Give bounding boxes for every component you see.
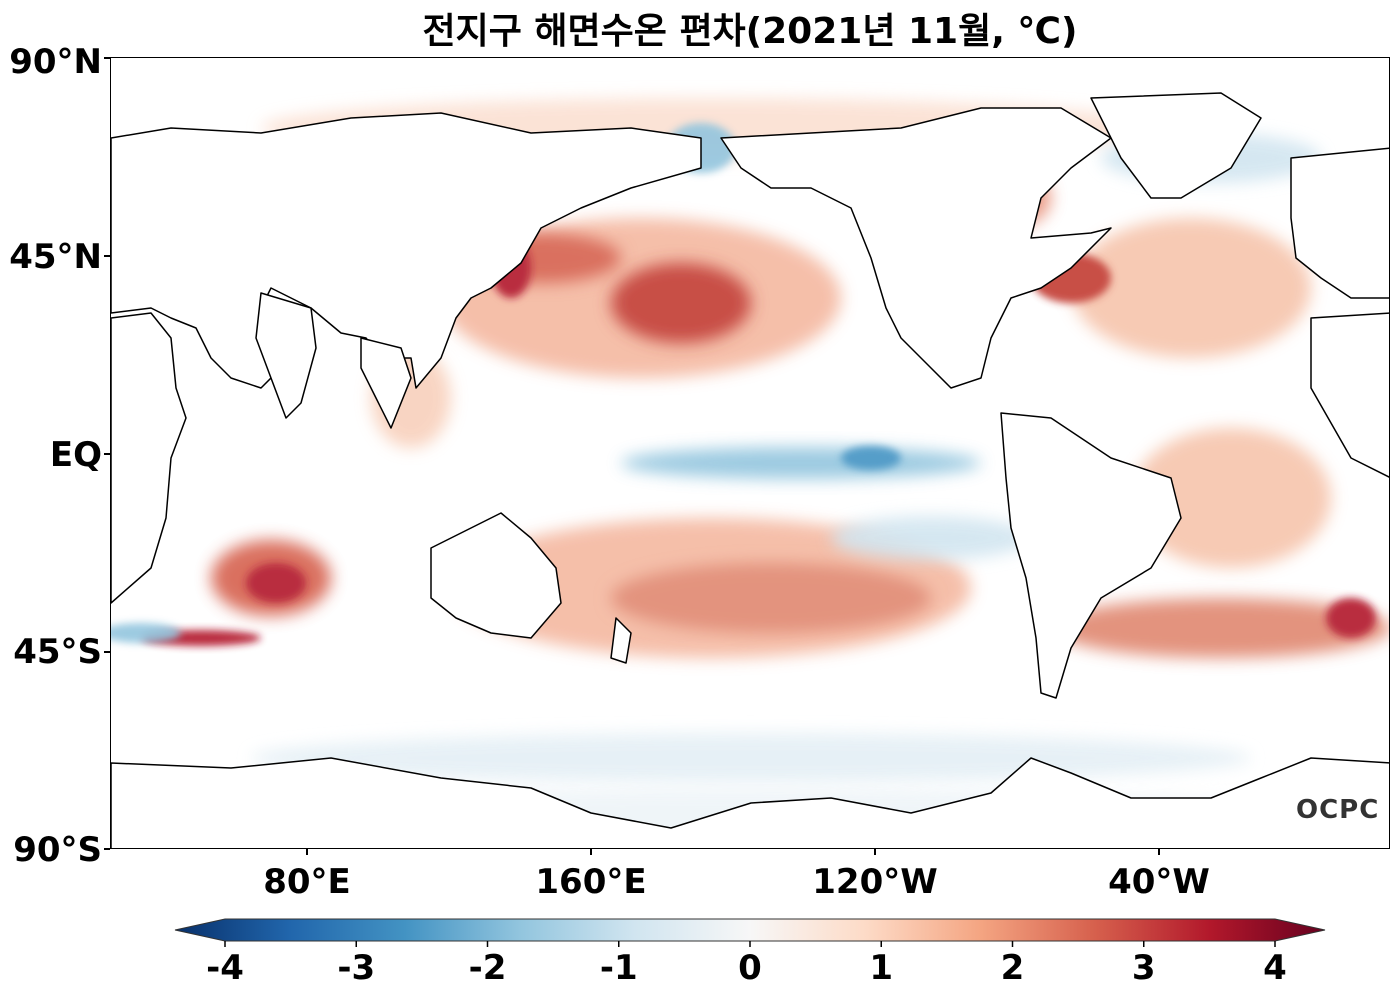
lat-tick <box>104 651 110 653</box>
lat-label-45n: 45°N <box>9 237 102 277</box>
colorbar-bar <box>174 918 1326 942</box>
colorbar-tick-label: -1 <box>599 948 638 988</box>
lon-label-80e: 80°E <box>263 862 351 902</box>
lon-label-160e: 160°E <box>535 862 647 902</box>
sea-surface-temperature-anomaly-map <box>110 57 1390 849</box>
map-title: 전지구 해면수온 편차(2021년 11월, ℃) <box>422 11 1078 52</box>
colorbar-tick-label: 1 <box>869 948 894 988</box>
new-zealand-landmass <box>610 617 632 664</box>
colorbar-tick-label: -2 <box>468 948 507 988</box>
colorbar-tick-label: 4 <box>1263 948 1287 988</box>
colorbar-tick-label: 3 <box>1131 948 1156 988</box>
antarctica-landmass <box>111 757 1389 848</box>
lon-tick <box>874 849 876 855</box>
indochina-landmass <box>360 337 412 429</box>
ocpc-logo: OCPC <box>1296 795 1380 825</box>
colorbar-tick-label: -3 <box>337 948 376 988</box>
colorbar-tick-label: -4 <box>206 948 244 988</box>
lon-tick <box>306 849 308 855</box>
lon-tick <box>1158 849 1160 855</box>
south-america-landmass <box>1000 412 1182 699</box>
continents <box>111 92 1389 848</box>
colorbar-tick-label: 2 <box>1000 948 1025 988</box>
africa-landmass <box>111 312 187 604</box>
greenland-landmass <box>1090 92 1262 199</box>
lat-label-90s: 90°S <box>13 830 102 870</box>
map-canvas <box>111 92 1389 848</box>
colorbar-tick-label: 0 <box>738 948 762 988</box>
lat-tick <box>104 453 110 455</box>
lat-label-eq: EQ <box>49 435 102 475</box>
lon-tick <box>590 849 592 855</box>
europe-landmass <box>1290 147 1389 299</box>
lon-label-120w: 120°W <box>812 862 938 902</box>
lat-label-45s: 45°S <box>13 632 102 672</box>
lat-tick <box>104 57 110 59</box>
north-america-landmass <box>720 107 1112 389</box>
lat-tick <box>104 848 110 850</box>
lat-label-90n: 90°N <box>9 42 102 82</box>
lat-tick <box>104 255 110 257</box>
west-africa-landmass <box>1310 312 1389 478</box>
india-landmass <box>255 292 317 419</box>
australia-landmass <box>430 512 562 639</box>
lon-label-40w: 40°W <box>1108 862 1210 902</box>
